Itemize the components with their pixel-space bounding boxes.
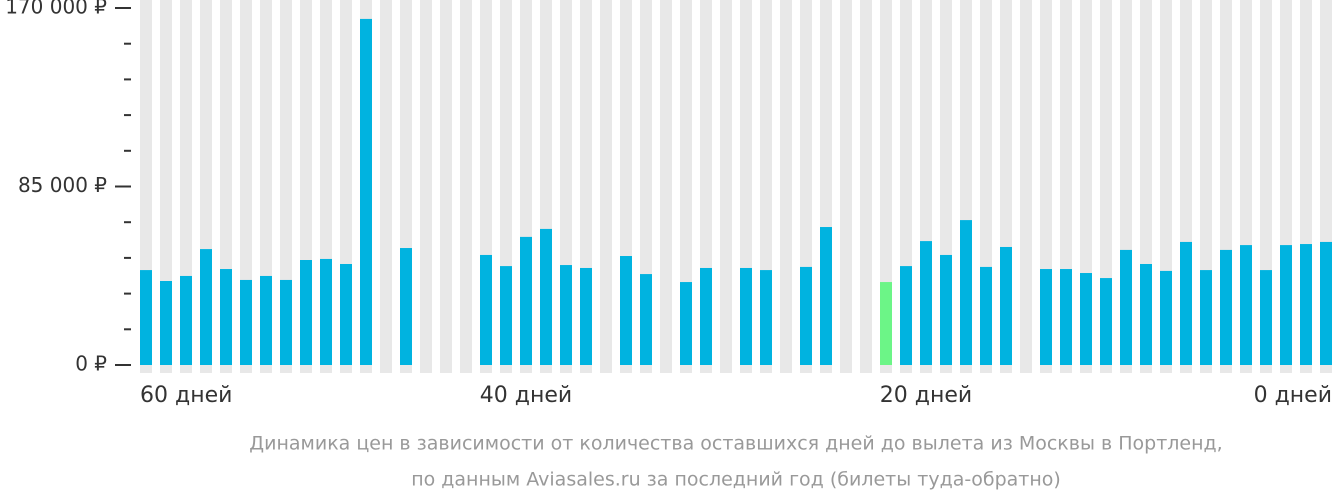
bar [740,267,752,365]
bar [1300,244,1312,365]
bar [880,282,892,365]
bar [1240,245,1252,365]
bar [1320,241,1332,365]
bar [540,228,552,365]
bar [700,267,712,365]
bar [1080,273,1092,365]
bar [1040,269,1052,365]
bar [220,269,232,365]
bar [1200,270,1212,365]
bar [1220,249,1232,365]
bar [480,254,492,365]
bar [180,275,192,365]
caption: по данным Aviasales.ru за последний год … [411,469,1061,491]
background-column [660,0,672,373]
background-column [240,0,252,373]
background-column [460,0,472,373]
bar [820,227,832,365]
bar [760,270,772,365]
x-tick-label: 60 дней [140,383,232,408]
bar [320,258,332,365]
bar [640,274,652,365]
bar [360,18,372,365]
bar [680,282,692,365]
bar [500,266,512,365]
background-column [780,0,792,373]
bar [1120,249,1132,365]
bar [920,241,932,365]
bar [280,279,292,365]
background-column [720,0,732,373]
background-column [860,0,872,373]
x-tick-label: 20 дней [880,383,972,408]
background-column [160,0,172,373]
bar [1060,269,1072,365]
bar [1100,278,1112,365]
background-column [880,0,892,373]
bar [340,263,352,365]
background-column [440,0,452,373]
background-column [280,0,292,373]
background-column [380,0,392,373]
bar [140,270,152,365]
background-column [600,0,612,373]
bar [900,266,912,365]
bar [1160,270,1172,365]
bar [940,254,952,365]
bar [520,236,532,365]
background-column [420,0,432,373]
bar [980,266,992,365]
y-tick-label: 170 000 ₽ [5,0,107,19]
bar [1280,245,1292,365]
background-column [680,0,692,373]
x-tick-label: 0 дней [1254,383,1332,408]
bar [1260,270,1272,365]
bar [1140,263,1152,365]
background-column [840,0,852,373]
bar [580,267,592,365]
bar [200,249,212,365]
bar [260,275,272,365]
y-tick-label: 0 ₽ [75,352,107,376]
bar [560,265,572,365]
bar [1180,241,1192,365]
bar [800,266,812,365]
bar [1000,246,1012,365]
bar [240,279,252,365]
bar [400,248,412,365]
background-column [1020,0,1032,373]
caption: Динамика цен в зависимости от количества… [249,433,1222,455]
bar [300,260,312,365]
y-tick-label: 85 000 ₽ [18,173,107,197]
bar [960,220,972,365]
bar [620,256,632,365]
x-tick-label: 40 дней [480,383,572,408]
bar [160,281,172,365]
